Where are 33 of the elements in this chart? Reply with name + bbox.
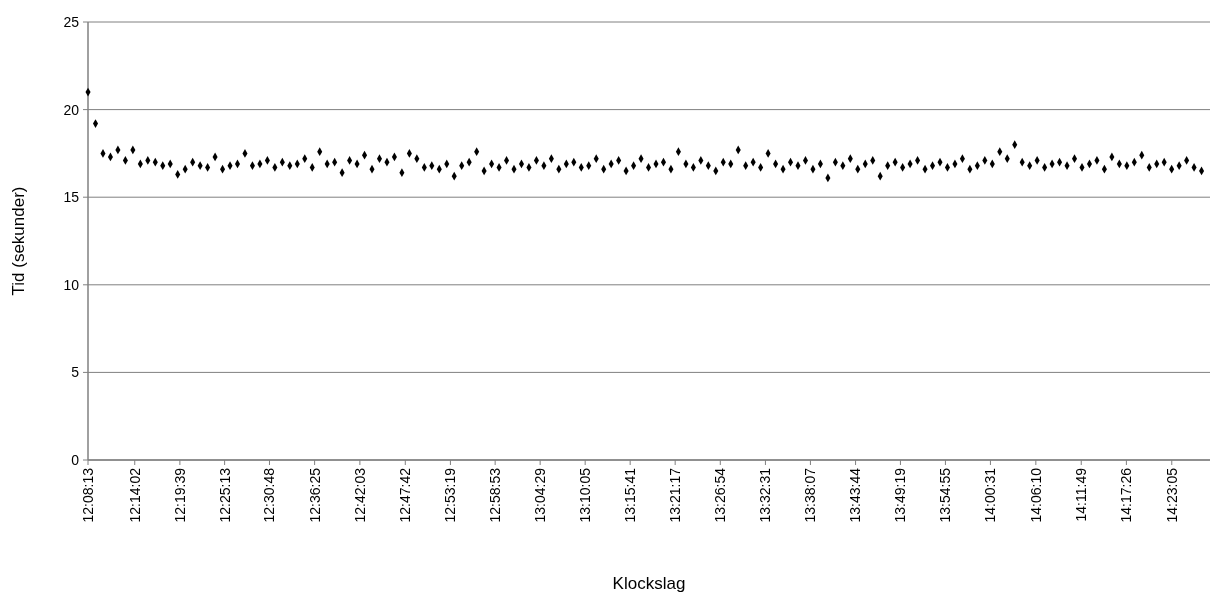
x-tick-label: 12:58:53 [487,467,504,523]
x-tick-label: 13:10:05 [577,467,594,523]
x-tick-label: 12:14:02 [126,467,143,523]
y-tick-label: 15 [63,189,80,206]
x-tick-label: 13:38:07 [802,467,819,523]
x-tick-label: 14:00:31 [982,467,999,523]
x-tick-label: 12:47:42 [397,467,414,523]
y-tick-label: 20 [63,101,80,118]
x-tick-label: 12:08:13 [79,467,96,523]
x-tick-label: 12:53:19 [442,467,459,523]
x-tick-label: 13:15:41 [622,467,639,523]
x-tick-label: 13:04:29 [532,467,549,523]
x-tick-label: 14:17:26 [1118,467,1135,523]
x-tick-label: 12:42:03 [351,467,368,523]
x-tick-label: 14:23:05 [1163,467,1180,523]
x-tick-label: 13:49:19 [892,467,909,523]
y-tick-label: 10 [63,276,80,293]
x-tick-label: 12:36:25 [306,467,323,523]
x-tick-label: 14:06:10 [1027,467,1044,523]
x-tick-label: 13:21:17 [667,467,684,523]
y-axis-title: Tid (sekunder) [9,186,28,296]
y-tick-label: 0 [71,451,80,468]
x-axis-title: Klockslag [612,574,686,593]
x-tick-label: 14:11:49 [1073,467,1090,522]
x-tick-label: 12:19:39 [171,467,188,523]
x-tick-label: 12:30:48 [261,467,278,523]
x-tick-label: 13:32:31 [757,467,774,523]
y-tick-label: 5 [71,364,80,381]
x-tick-label: 12:25:13 [216,467,233,523]
x-tick-label: 13:26:54 [712,467,729,523]
y-tick-label: 25 [63,13,80,30]
x-tick-label: 13:54:55 [937,467,954,523]
x-tick-label: 13:43:44 [847,467,864,523]
